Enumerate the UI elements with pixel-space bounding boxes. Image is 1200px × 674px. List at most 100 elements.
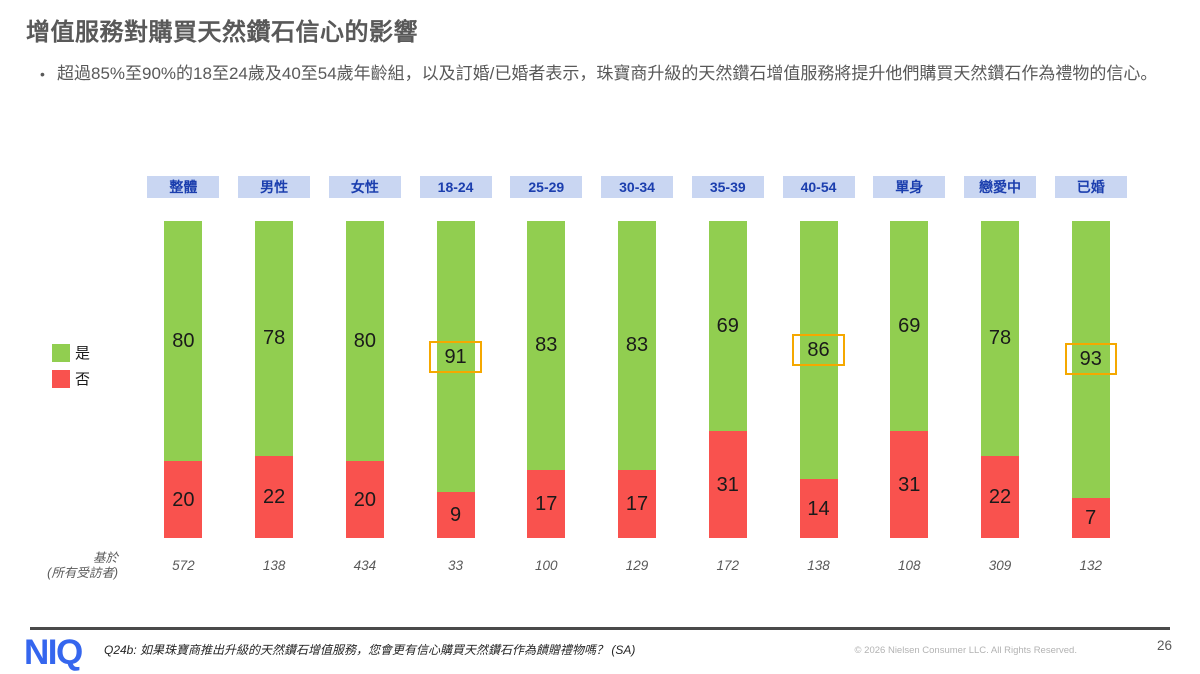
legend-label-no: 否 xyxy=(75,371,91,388)
base-label: 基於 (所有受訪者) xyxy=(10,551,118,581)
stacked-bar: 78 22 xyxy=(255,221,294,538)
yes-value-label: 78 xyxy=(262,327,286,350)
base-count: 108 xyxy=(897,558,921,573)
segment-no: 31 xyxy=(708,431,747,538)
stacked-bar: 83 17 xyxy=(527,221,566,538)
chart-column: 已婚 93 7 132 xyxy=(1045,176,1136,596)
no-value-label: 17 xyxy=(625,492,649,515)
segment-yes: 93 xyxy=(1064,221,1117,498)
category-chip: 單身 xyxy=(873,176,946,198)
segment-yes: 91 xyxy=(429,221,482,493)
segment-no: 20 xyxy=(164,461,203,538)
segment-no: 9 xyxy=(436,492,475,538)
category-chip: 18-24 xyxy=(419,176,492,198)
chart-column: 男性 78 22 138 xyxy=(229,176,320,596)
yes-value-label: 69 xyxy=(898,315,921,338)
chart-column: 30-34 83 17 129 xyxy=(592,176,683,596)
segment-yes: 78 xyxy=(980,221,1019,456)
category-chip: 40-54 xyxy=(782,176,855,198)
stacked-bar: 80 20 xyxy=(345,221,384,538)
yes-value-label-highlighted: 93 xyxy=(1064,343,1117,376)
segment-yes: 86 xyxy=(792,221,845,480)
category-chip: 30-34 xyxy=(601,176,674,198)
segment-no: 17 xyxy=(527,469,566,538)
category-chip: 已婚 xyxy=(1054,176,1127,198)
legend-label-yes: 是 xyxy=(75,345,91,362)
segment-yes: 83 xyxy=(618,221,657,470)
no-value-label: 20 xyxy=(353,488,376,511)
no-value-label: 14 xyxy=(807,497,830,520)
yes-value-label: 69 xyxy=(716,315,739,338)
segment-yes: 80 xyxy=(164,221,203,462)
segment-no: 17 xyxy=(618,469,657,538)
base-count: 100 xyxy=(535,558,558,573)
stacked-bar: 80 20 xyxy=(164,221,203,538)
segment-no: 31 xyxy=(890,431,929,538)
base-count: 138 xyxy=(262,558,286,573)
category-chip: 戀愛中 xyxy=(963,176,1036,198)
category-chip: 整體 xyxy=(147,176,220,198)
yes-value-label-highlighted: 86 xyxy=(792,334,845,367)
segment-no: 22 xyxy=(255,455,294,538)
no-value-label: 31 xyxy=(716,473,739,496)
no-value-label: 17 xyxy=(535,492,558,515)
yes-value-label: 80 xyxy=(353,330,376,353)
copyright: © 2026 Nielsen Consumer LLC. All Rights … xyxy=(854,645,1077,656)
segment-yes: 69 xyxy=(890,221,929,432)
no-value-label: 22 xyxy=(988,485,1012,508)
yes-value-label: 83 xyxy=(625,334,649,357)
stacked-bar: 93 7 xyxy=(1064,221,1117,538)
segment-no: 14 xyxy=(799,479,838,538)
no-value-label: 31 xyxy=(898,473,921,496)
legend-item-no: 否 xyxy=(52,368,90,389)
segment-no: 22 xyxy=(980,455,1019,538)
chart-legend: 是 否 xyxy=(52,342,90,394)
no-value-label: 22 xyxy=(262,485,286,508)
stacked-bar: 69 31 xyxy=(890,221,929,538)
bullet-text: 超過85%至90%的18至24歲及40至54歲年齡組，以及訂婚/已婚者表示，珠寶… xyxy=(57,64,1158,83)
legend-swatch-no-icon xyxy=(52,369,70,388)
base-count: 129 xyxy=(625,558,649,573)
chart-column: 35-39 69 31 172 xyxy=(682,176,773,596)
yes-value-label: 80 xyxy=(172,330,195,353)
segment-yes: 69 xyxy=(708,221,747,432)
legend-swatch-yes-icon xyxy=(52,343,70,362)
yes-value-label: 83 xyxy=(535,334,558,357)
category-chip: 男性 xyxy=(238,176,311,198)
stacked-bar: 69 31 xyxy=(708,221,747,538)
stacked-bar: 91 9 xyxy=(429,221,482,538)
chart-column: 單身 69 31 108 xyxy=(864,176,955,596)
base-count: 138 xyxy=(807,558,830,573)
chart-column: 整體 80 20 572 xyxy=(138,176,229,596)
segment-no: 20 xyxy=(345,461,384,538)
base-label-line2: (所有受訪者) xyxy=(47,566,118,580)
base-count: 33 xyxy=(448,558,464,573)
chart-column: 女性 80 20 434 xyxy=(319,176,410,596)
segment-no: 7 xyxy=(1071,497,1110,538)
category-chip: 35-39 xyxy=(691,176,764,198)
base-count: 309 xyxy=(988,558,1012,573)
yes-value-label: 78 xyxy=(988,327,1012,350)
page-number: 26 xyxy=(1156,638,1172,653)
footnote: Q24b: 如果珠寶商推出升級的天然鑽石增值服務，您會更有信心購買天然鑽石作為饋… xyxy=(104,643,636,657)
yes-value-label-highlighted: 91 xyxy=(429,340,482,373)
bullet-dot: • xyxy=(40,66,45,82)
niq-logo: NIQ xyxy=(24,633,83,672)
footer-divider xyxy=(30,627,1170,630)
chart-column: 40-54 86 14 138 xyxy=(773,176,864,596)
stacked-bar: 83 17 xyxy=(618,221,657,538)
base-count: 572 xyxy=(172,558,195,573)
segment-yes: 78 xyxy=(255,221,294,456)
base-count: 434 xyxy=(353,558,377,573)
segment-yes: 83 xyxy=(527,221,566,470)
category-chip: 25-29 xyxy=(510,176,583,198)
category-chip: 女性 xyxy=(328,176,401,198)
no-value-label: 7 xyxy=(1085,506,1097,529)
chart-column: 25-29 83 17 100 xyxy=(501,176,592,596)
bullet-row: • 超過85%至90%的18至24歲及40至54歲年齡組，以及訂婚/已婚者表示，… xyxy=(40,62,1175,86)
segment-yes: 80 xyxy=(345,221,384,462)
chart-columns: 整體 80 20 572 男性 78 22 138 女性 80 20 434 18-24 91 9 33 25-… xyxy=(138,176,1136,596)
stacked-bar: 86 14 xyxy=(792,221,845,538)
base-count: 172 xyxy=(716,558,740,573)
